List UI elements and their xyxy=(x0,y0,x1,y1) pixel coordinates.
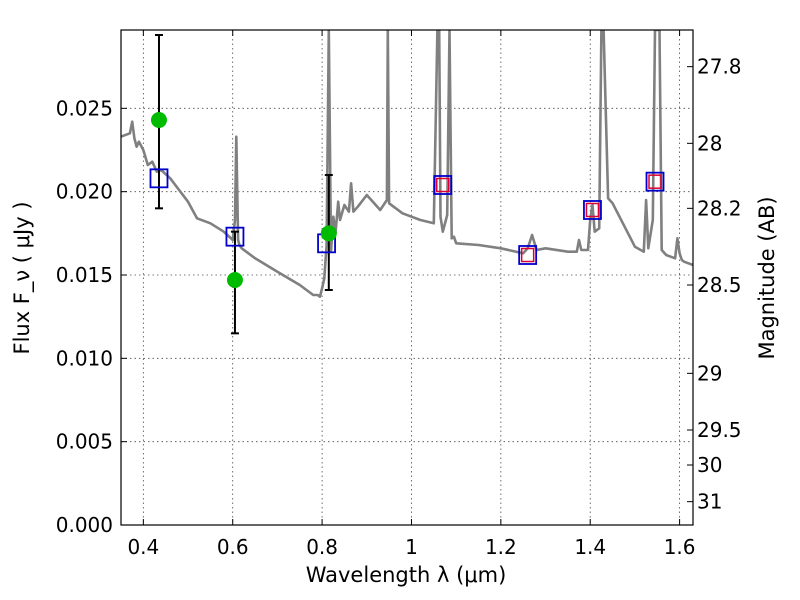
x-tick-label: 1.2 xyxy=(485,535,517,559)
y-tick-label: 0.025 xyxy=(56,96,113,120)
model-inner-box xyxy=(585,202,600,218)
model-box xyxy=(433,175,453,195)
model-box xyxy=(225,226,245,247)
x-tick-label: 0.6 xyxy=(217,535,249,559)
x-tick-label: 1 xyxy=(405,535,418,559)
x-tick-label: 0.4 xyxy=(127,535,159,559)
observed-points xyxy=(150,112,337,288)
right-tick-label: 28.5 xyxy=(697,273,742,297)
right-tick-label: 29 xyxy=(697,361,722,385)
right-axis-title: Magnitude (AB) xyxy=(755,196,779,359)
observed-point xyxy=(150,112,167,128)
observed-point xyxy=(226,272,243,288)
model-boxes xyxy=(149,168,665,265)
spectrum-line xyxy=(121,30,693,298)
plot-frame xyxy=(120,29,694,526)
right-tick-label: 31 xyxy=(697,490,722,514)
model-box xyxy=(645,171,665,192)
right-tick-label: 28 xyxy=(697,131,722,155)
right-tick-label: 28.2 xyxy=(697,196,742,220)
model-inner-box xyxy=(648,174,662,189)
right-tick-label: 27.8 xyxy=(697,55,742,79)
grid xyxy=(121,30,693,526)
right-tick-label: 29.5 xyxy=(697,418,742,442)
x-tick-label: 1.4 xyxy=(574,535,606,559)
x-axis-title: Wavelength λ (μm) xyxy=(306,563,507,587)
model-box xyxy=(518,245,538,265)
plot-content xyxy=(121,30,693,335)
model-inner-box xyxy=(520,247,535,263)
right-tick-label: 30 xyxy=(697,453,722,477)
axis-ticks xyxy=(121,30,693,526)
y-axis-title: Flux F_ν ( μJy ) xyxy=(10,201,35,354)
x-tick-label: 1.6 xyxy=(664,535,696,559)
observed-point xyxy=(320,225,337,242)
model-box xyxy=(149,168,169,189)
y-tick-label: 0.005 xyxy=(56,430,113,454)
y-tick-label: 0.010 xyxy=(56,346,113,370)
y-tick-label: 0.000 xyxy=(56,513,113,537)
model-inner-box xyxy=(436,177,450,193)
y-tick-label: 0.015 xyxy=(56,263,113,287)
tick-labels: 0.4 0.6 0.8 1 1.2 1.4 1.6 0.000 0.005 0.010 0.015 0… xyxy=(56,55,742,559)
y-tick-label: 0.020 xyxy=(56,180,113,204)
model-box xyxy=(583,200,602,220)
x-tick-label: 0.8 xyxy=(306,535,338,559)
